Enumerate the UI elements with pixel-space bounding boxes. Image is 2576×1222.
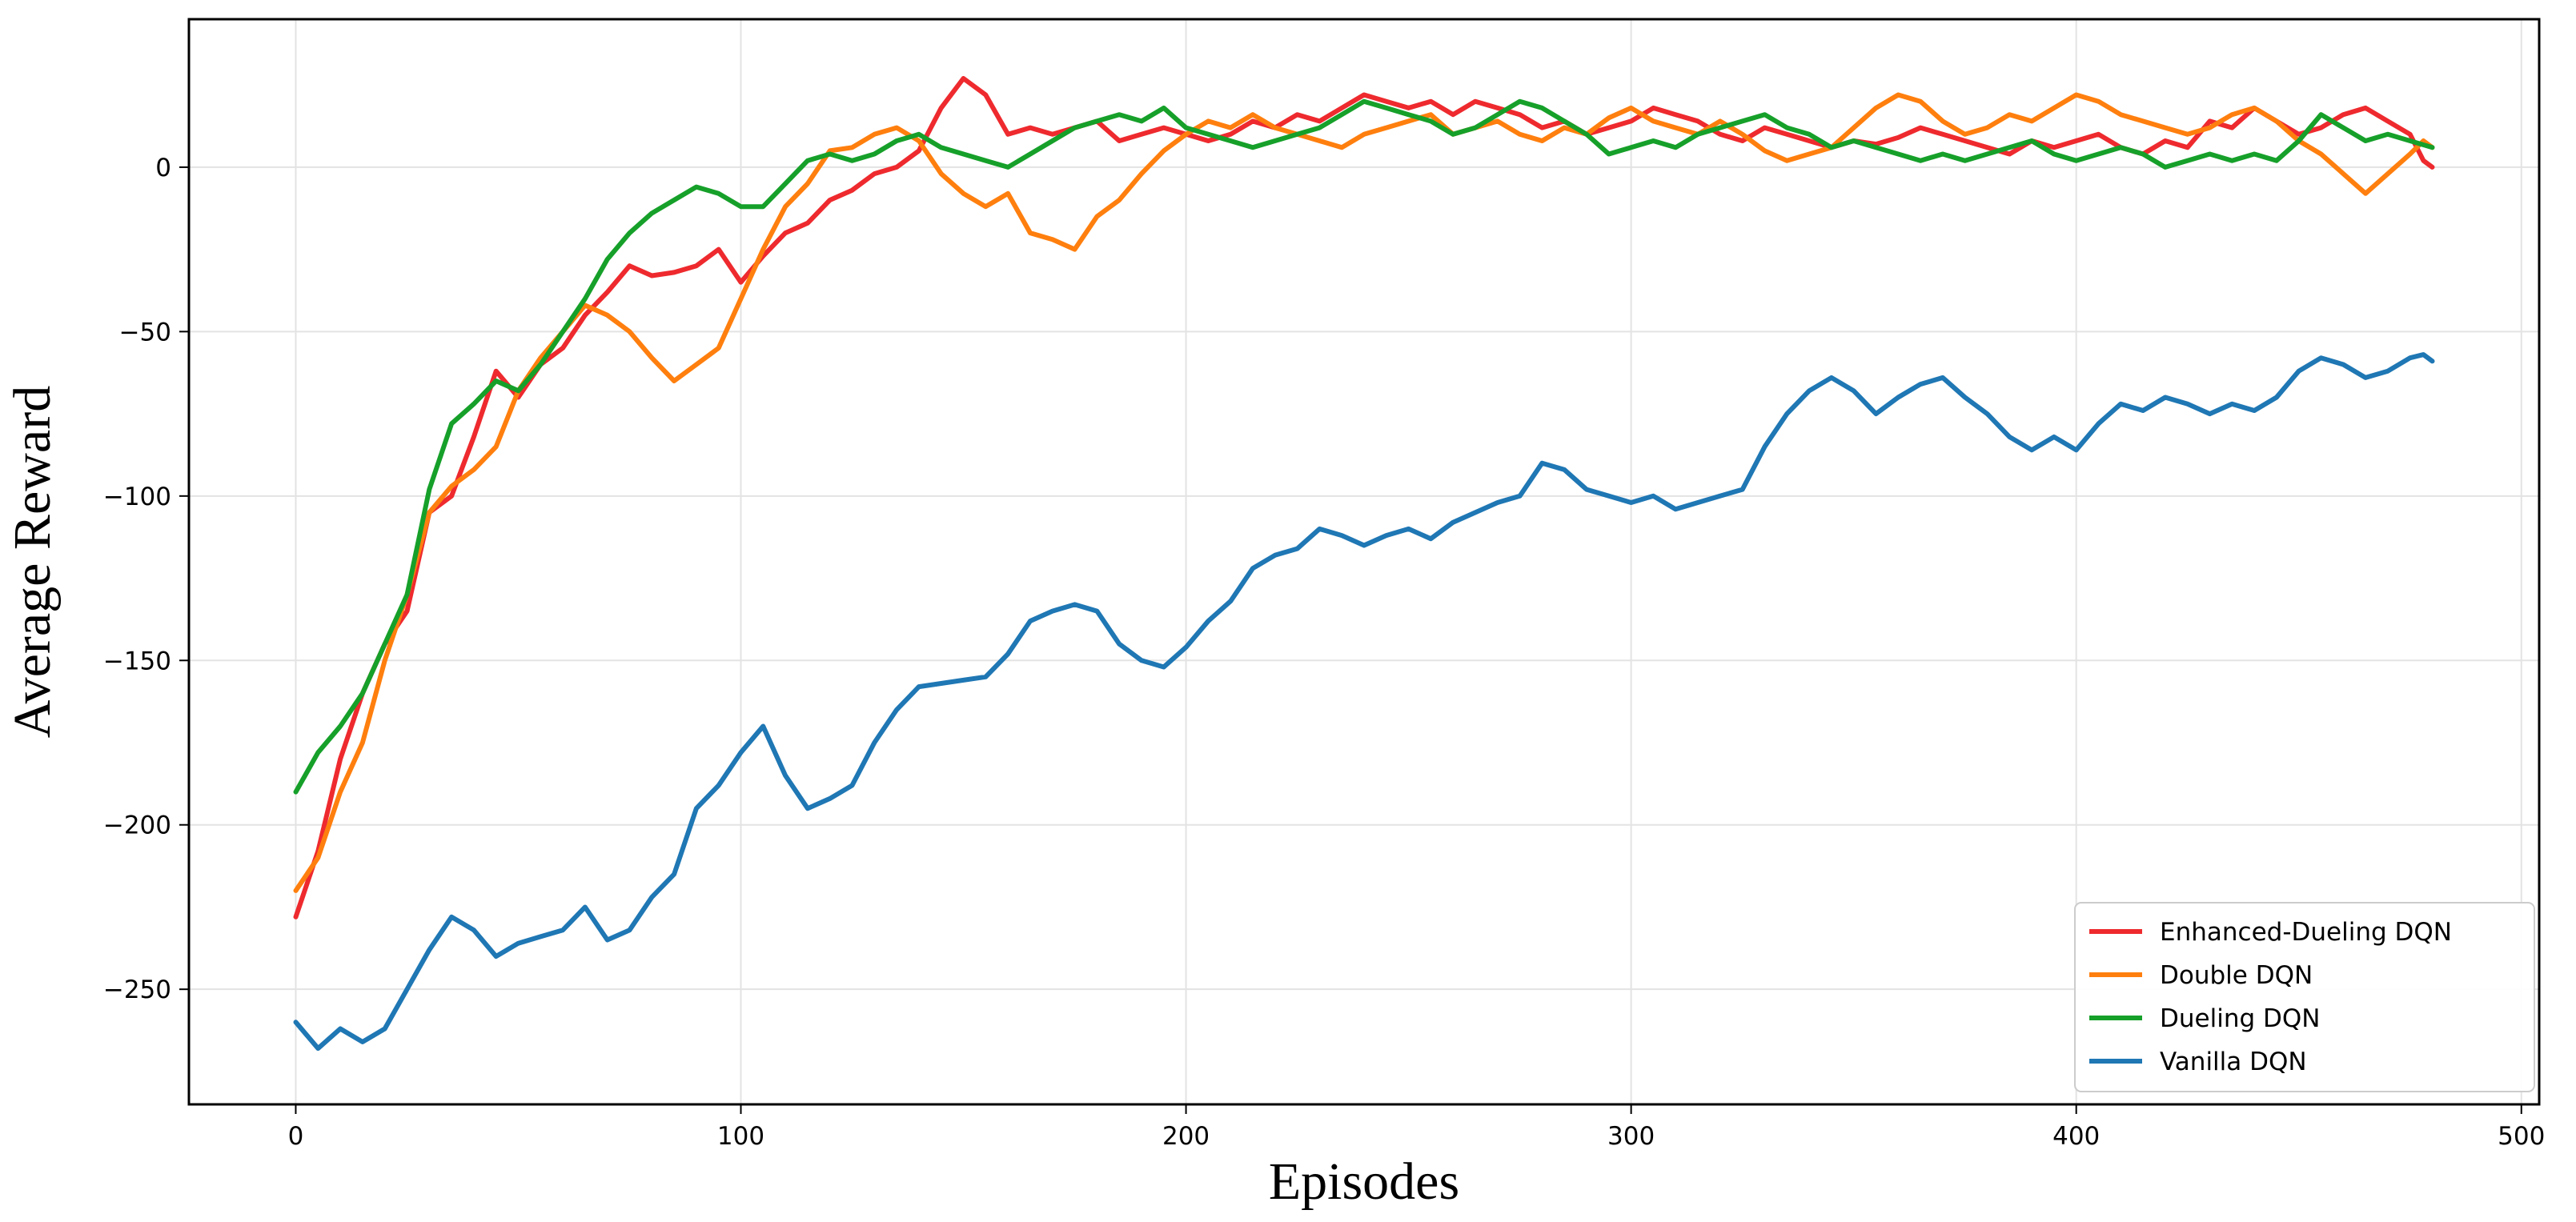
y-tick-label: −150 bbox=[103, 647, 171, 675]
x-tick-label: 200 bbox=[1162, 1122, 1210, 1151]
y-tick-label: −250 bbox=[103, 976, 171, 1004]
y-axis-label: Average Reward bbox=[3, 386, 62, 738]
legend-box bbox=[2074, 902, 2535, 1092]
legend-label: Double DQN bbox=[2160, 961, 2313, 990]
grid-lines bbox=[189, 19, 2539, 1104]
x-tick-label: 0 bbox=[288, 1122, 304, 1151]
series-line-vanilla-dqn bbox=[293, 352, 2435, 1052]
legend: Enhanced-Dueling DQN Double DQN Dueling DQ… bbox=[2074, 902, 2535, 1092]
x-axis-ticks: 0 100 200 300 400 500 bbox=[288, 1104, 2545, 1151]
x-tick-label: 100 bbox=[717, 1122, 764, 1151]
y-axis-ticks: 0 −50 −100 −150 −200 −250 bbox=[103, 154, 189, 1004]
y-tick-label: −100 bbox=[103, 483, 171, 511]
legend-label: Vanilla DQN bbox=[2160, 1048, 2307, 1076]
legend-label: Enhanced-Dueling DQN bbox=[2160, 918, 2452, 947]
series-lines bbox=[293, 76, 2435, 1052]
plot-frame bbox=[187, 18, 2541, 1106]
x-axis-label: Episodes bbox=[1269, 1152, 1459, 1211]
y-tick-label: −50 bbox=[119, 318, 171, 347]
y-tick-label: −200 bbox=[103, 811, 171, 840]
series-line-double-dqn bbox=[293, 92, 2435, 893]
series-line-enhanced-dueling-dqn bbox=[293, 76, 2435, 920]
legend-label: Dueling DQN bbox=[2160, 1004, 2320, 1033]
x-tick-label: 300 bbox=[1607, 1122, 1655, 1151]
x-tick-label: 400 bbox=[2052, 1122, 2100, 1151]
series-line-dueling-dqn bbox=[293, 98, 2435, 795]
x-tick-label: 500 bbox=[2498, 1122, 2545, 1151]
y-tick-label: 0 bbox=[155, 154, 171, 182]
